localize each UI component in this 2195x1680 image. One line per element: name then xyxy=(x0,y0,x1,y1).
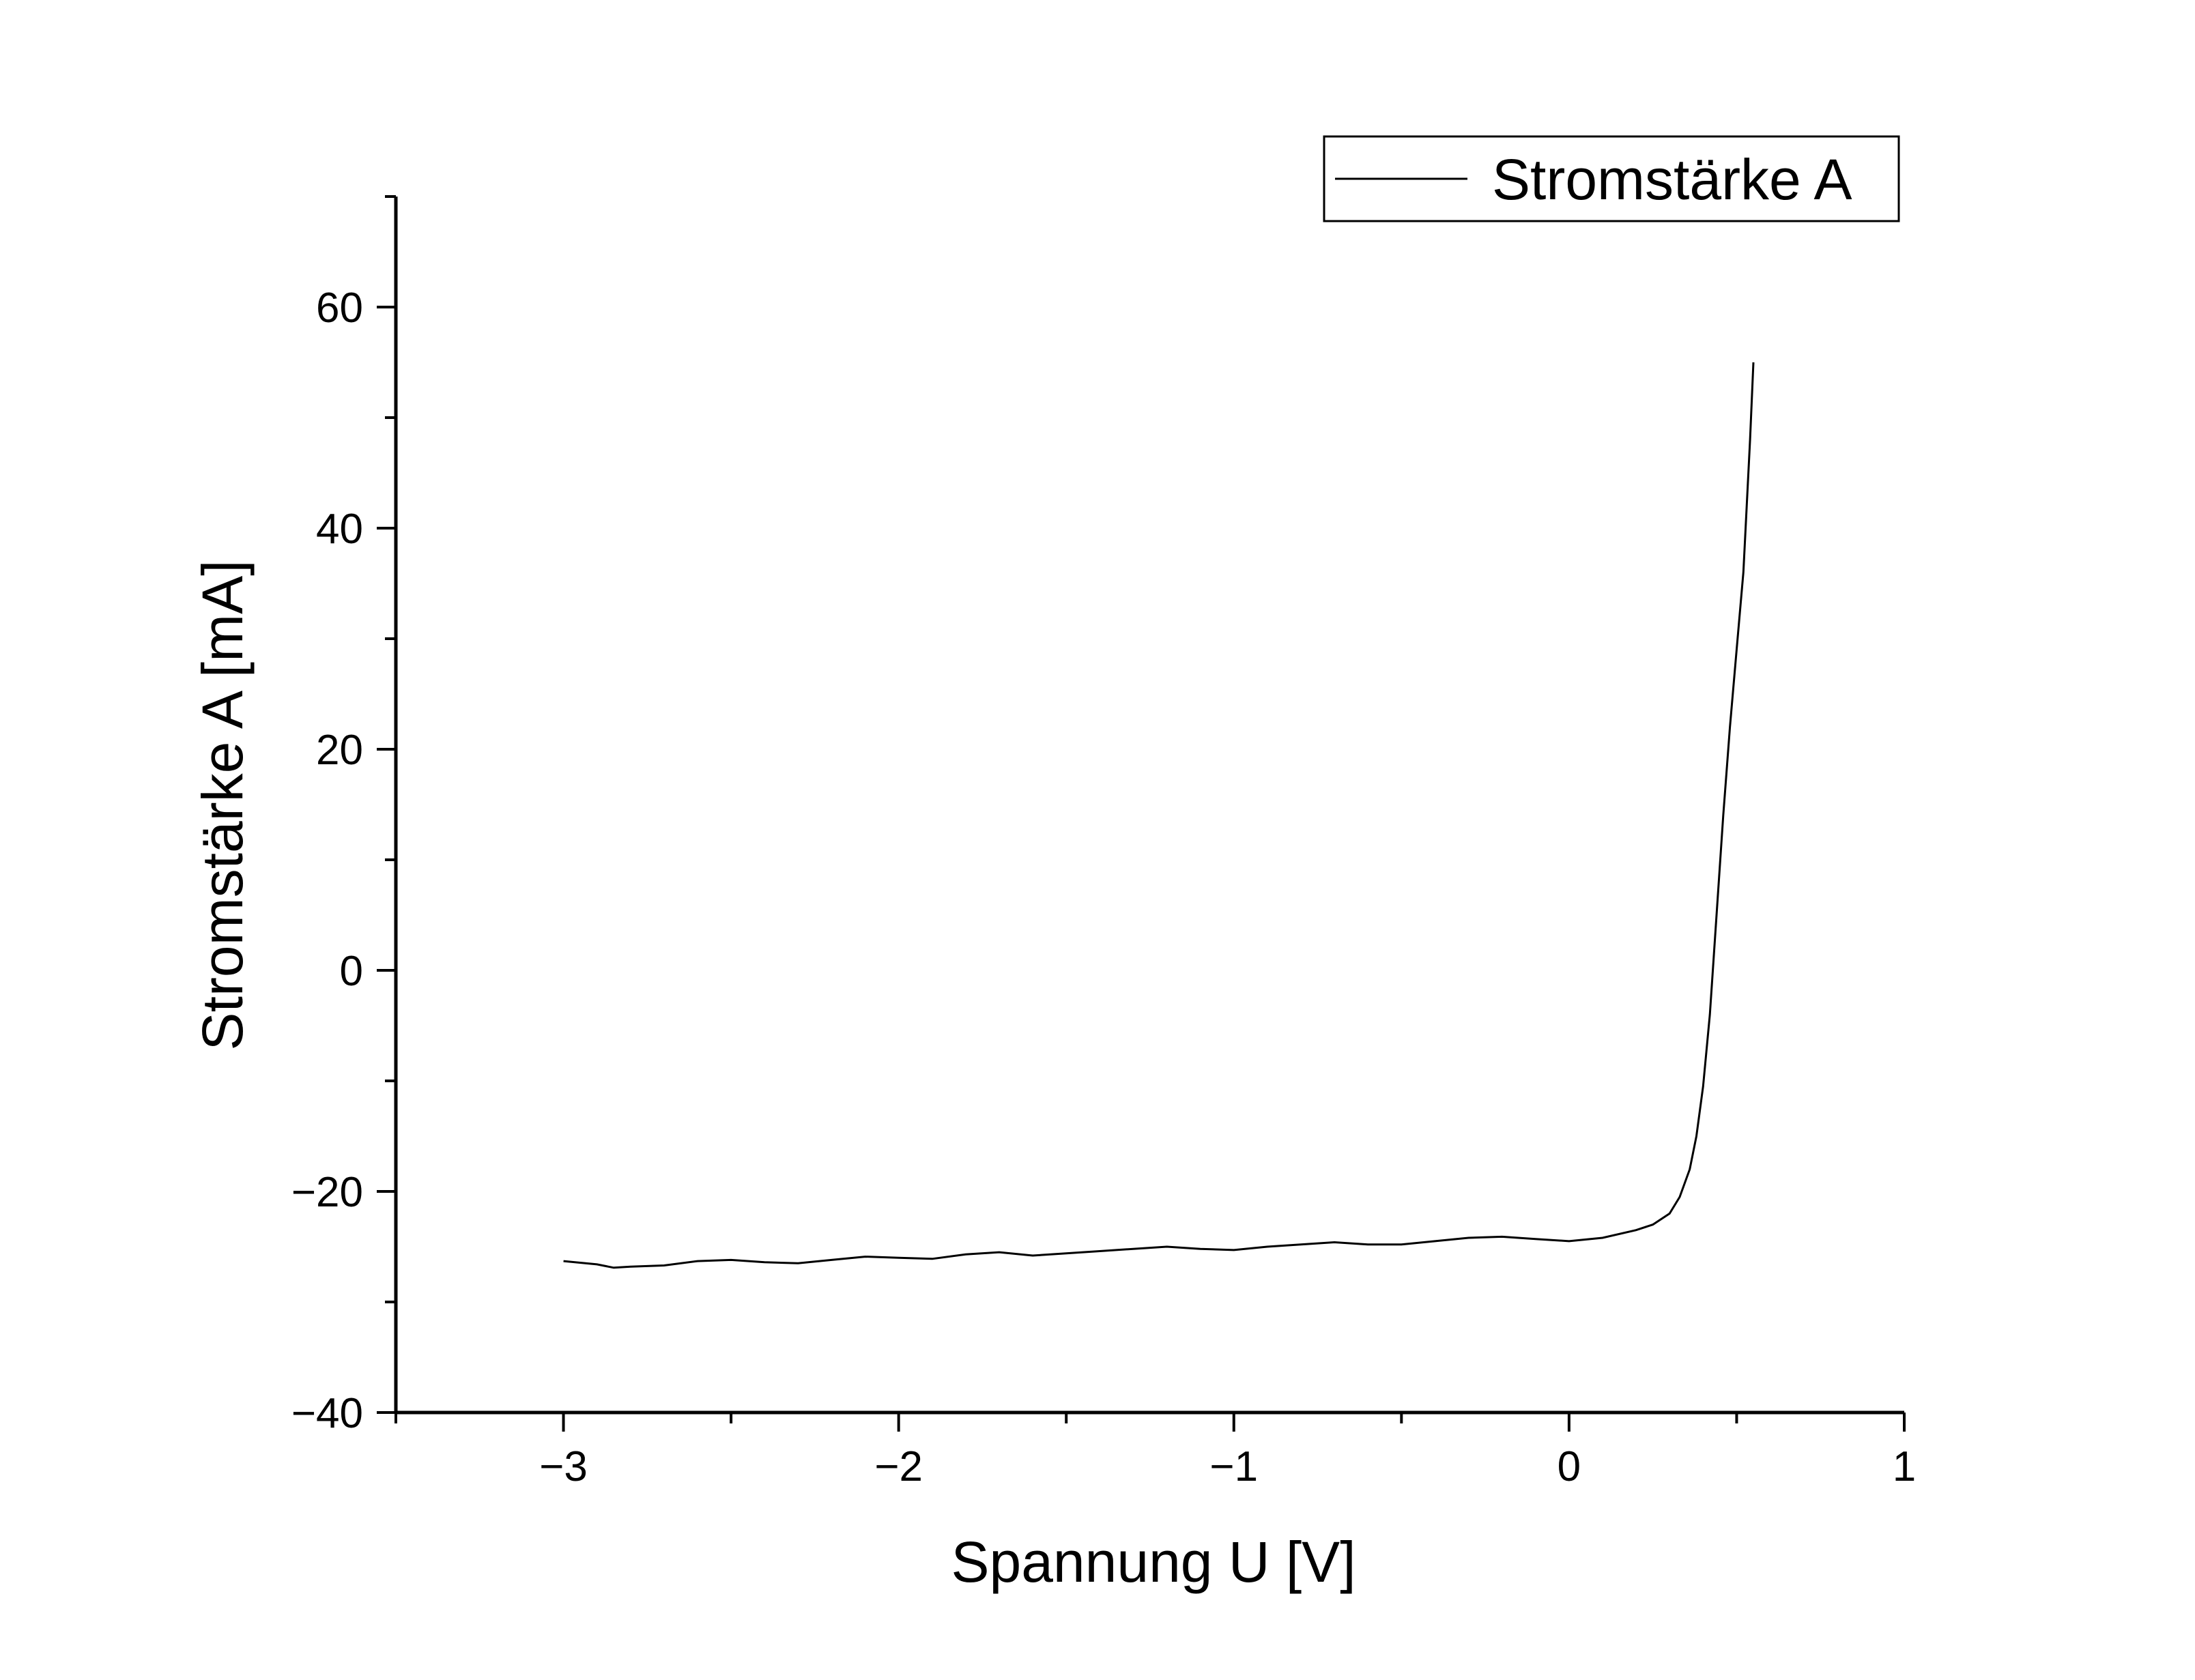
series-line xyxy=(563,362,1755,1269)
x-tick-label: −1 xyxy=(1209,1443,1258,1490)
legend-entry-label: Stromstärke A xyxy=(1492,147,1852,212)
y-tick-label: 60 xyxy=(316,285,363,332)
legend: Stromstärke A xyxy=(1323,135,1900,222)
y-tick-label: 40 xyxy=(316,506,363,553)
y-axis-title: Stromstärke A [mA] xyxy=(190,560,255,1051)
x-axis-title: Spannung U [V] xyxy=(951,1530,1355,1594)
y-tick-label: −20 xyxy=(291,1169,363,1216)
x-tick-label: −3 xyxy=(539,1443,588,1490)
y-tick-label: 0 xyxy=(340,948,363,995)
ticks xyxy=(377,195,1906,1432)
axes xyxy=(394,197,1904,1415)
x-tick-label: 0 xyxy=(1558,1443,1581,1490)
y-tick-label: 20 xyxy=(316,727,363,774)
x-tick-label: −2 xyxy=(874,1443,923,1490)
x-tick-label: 1 xyxy=(1893,1443,1916,1490)
tick-labels: −3 −2 −1 0 1 −40 −20 0 20 40 60 xyxy=(291,285,1916,1490)
y-tick-label: −40 xyxy=(291,1390,363,1437)
